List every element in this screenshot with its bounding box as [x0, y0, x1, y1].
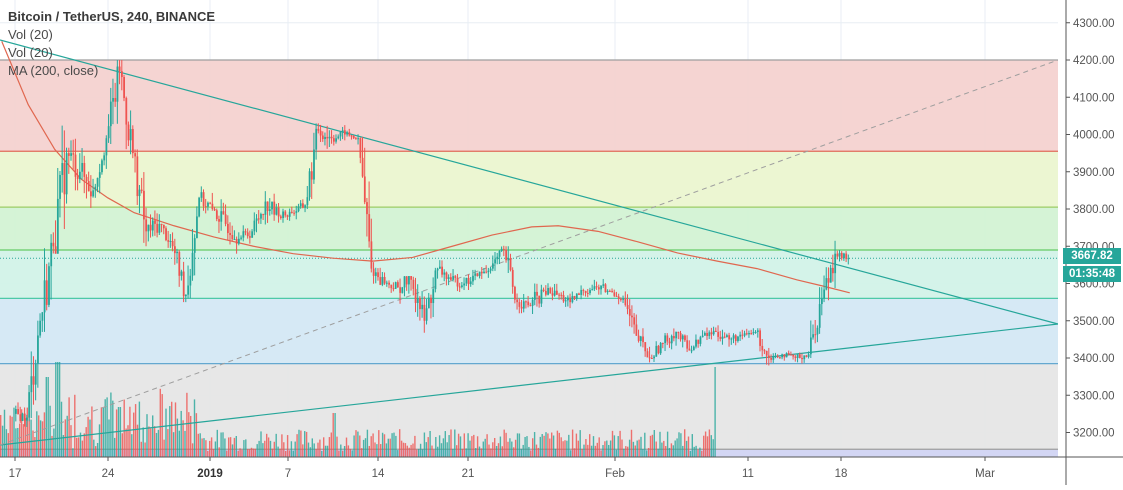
time-tick-label: 11	[742, 468, 754, 480]
ma-200-line	[1, 41, 850, 294]
time-axis-labels[interactable]: 17 24 2019 7 14 21 Feb 11 18 Mar	[9, 457, 995, 480]
price-tick-label: 3800.00	[1073, 204, 1115, 216]
price-tick-label: 3200.00	[1073, 428, 1115, 440]
time-tick-label: 21	[462, 468, 475, 480]
time-tick-label: Mar	[975, 468, 995, 480]
price-tick-label: 3400.00	[1073, 353, 1115, 365]
volume-histogram	[0, 362, 716, 457]
candlesticks	[15, 60, 850, 427]
time-tick-label: 17	[9, 468, 22, 480]
price-tick-label: 3900.00	[1073, 167, 1115, 179]
last-price-tag: 3667.82	[1063, 248, 1121, 264]
fibonacci-bands	[0, 59, 1066, 457]
price-tick-label: 4000.00	[1073, 130, 1115, 142]
time-tick-label: 18	[835, 468, 848, 480]
time-tick-label: Feb	[605, 468, 625, 480]
time-tick-label: 14	[372, 468, 385, 480]
price-tick-label: 4300.00	[1073, 18, 1115, 30]
price-tick-label: 3500.00	[1073, 316, 1115, 328]
countdown-tag: 01:35:48	[1063, 266, 1121, 282]
time-tick-label: 24	[102, 468, 115, 480]
price-tick-label: 4100.00	[1073, 92, 1115, 104]
price-tick-label: 3300.00	[1073, 390, 1115, 402]
price-tick-label: 4200.00	[1073, 55, 1115, 67]
time-tick-label: 7	[285, 468, 291, 480]
time-tick-label: 2019	[197, 468, 223, 480]
price-axis-labels[interactable]: 4300.00 4200.00 4100.00 4000.00 3900.00 3800.…	[1066, 18, 1115, 440]
trendlines[interactable]	[0, 39, 1059, 446]
